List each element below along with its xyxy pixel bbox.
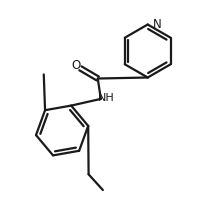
Text: O: O (71, 59, 81, 72)
Text: N: N (153, 18, 161, 31)
Text: NH: NH (97, 93, 114, 103)
